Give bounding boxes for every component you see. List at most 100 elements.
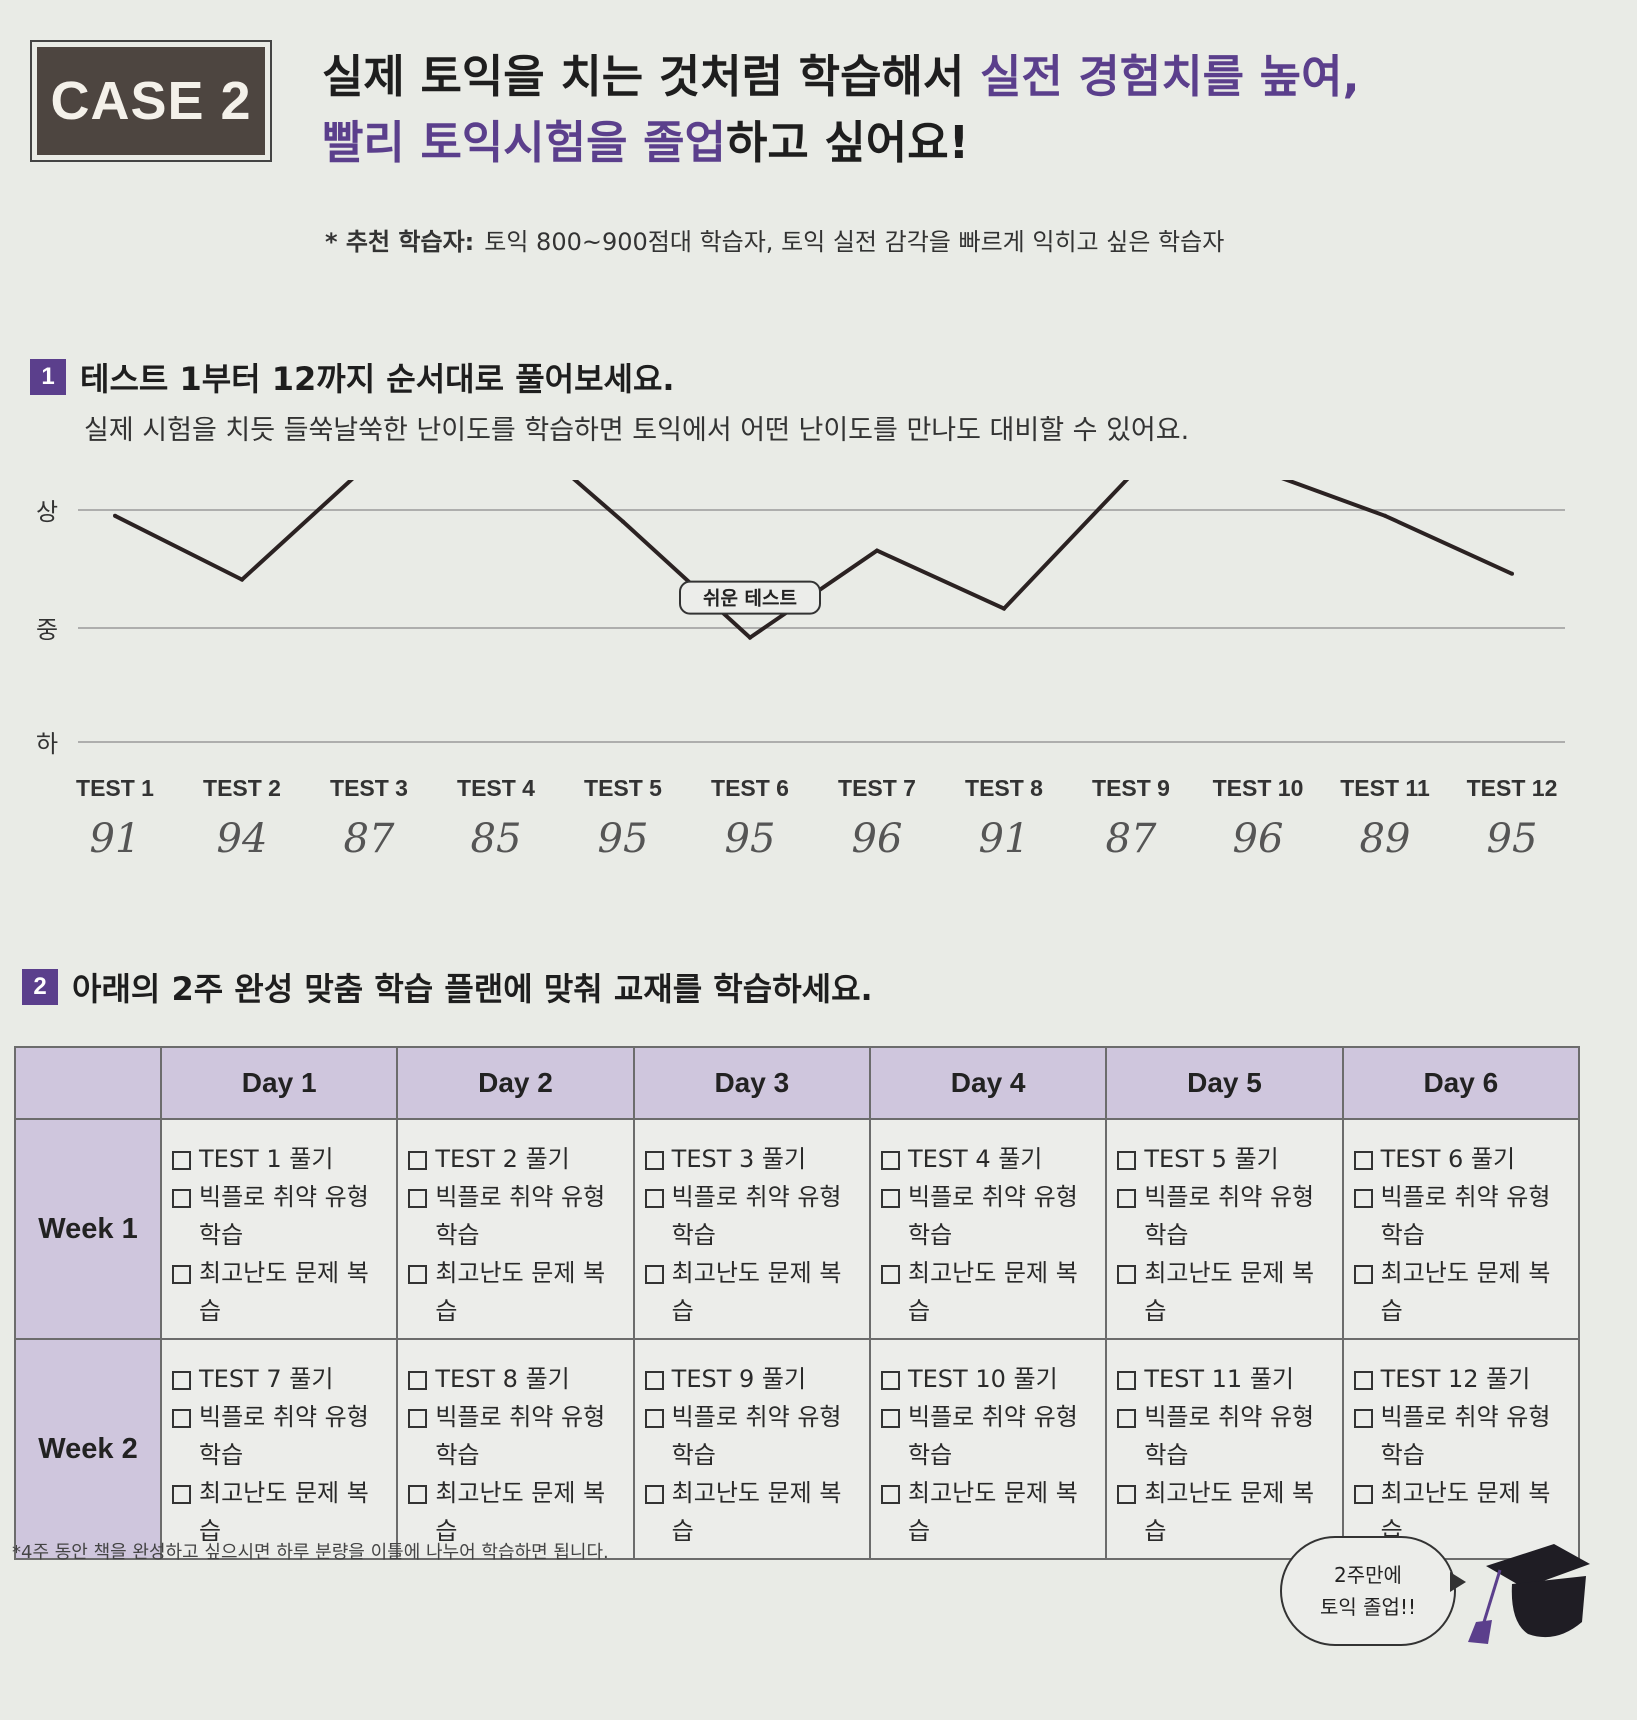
x-tick-label: TEST 8 [965, 775, 1043, 801]
task-checkbox[interactable] [644, 1151, 664, 1170]
week-label: Week 1 [14, 1118, 162, 1340]
task-checkbox[interactable] [172, 1151, 191, 1170]
task-item: TEST 7 풀기 [172, 1360, 390, 1398]
task-checkbox[interactable] [172, 1265, 191, 1284]
task-label: 빅플로 취약 유형 학습 [199, 1183, 369, 1249]
handwritten-score: 96 [852, 816, 903, 862]
task-checkbox[interactable] [880, 1151, 900, 1170]
handwritten-score: 87 [344, 816, 395, 862]
task-item: TEST 1 풀기 [172, 1140, 390, 1178]
task-checkbox[interactable] [644, 1371, 664, 1390]
section1-title: 테스트 1부터 12까지 순서대로 풀어보세요. [80, 360, 675, 398]
task-checkbox[interactable] [880, 1485, 900, 1504]
task-label: TEST 2 풀기 [435, 1145, 570, 1173]
task-item: 빅플로 취약 유형 학습 [644, 1398, 863, 1474]
task-checkbox[interactable] [408, 1371, 428, 1390]
task-checkbox[interactable] [172, 1189, 191, 1208]
data-point [875, 548, 879, 553]
task-label: 최고난도 문제 복습 [199, 1479, 369, 1545]
task-label: TEST 6 풀기 [1380, 1145, 1516, 1173]
task-item: 최고난도 문제 복습 [1117, 1254, 1335, 1330]
handwritten-score: 95 [725, 816, 776, 862]
task-label: 빅플로 취약 유형 학습 [1380, 1183, 1551, 1249]
task-checkbox[interactable] [1117, 1265, 1137, 1284]
task-item: 최고난도 문제 복습 [1353, 1254, 1572, 1330]
data-point [1383, 513, 1387, 518]
task-item: 빅플로 취약 유형 학습 [1353, 1398, 1572, 1474]
task-label: TEST 7 풀기 [199, 1365, 334, 1393]
task-item: 빅플로 취약 유형 학습 [408, 1398, 626, 1474]
task-checkbox[interactable] [1353, 1371, 1373, 1390]
headline-line2-b: 하고 싶어요! [725, 116, 970, 169]
task-item: 최고난도 문제 복습 [172, 1254, 390, 1330]
data-point [240, 577, 244, 582]
task-item: 최고난도 문제 복습 [880, 1254, 1099, 1330]
task-checkbox[interactable] [408, 1485, 428, 1504]
task-checkbox[interactable] [172, 1409, 191, 1428]
task-checkbox[interactable] [880, 1189, 900, 1208]
section1-heading: 1 테스트 1부터 12까지 순서대로 풀어보세요. [30, 354, 675, 400]
task-checkbox[interactable] [1353, 1189, 1373, 1208]
task-item: 최고난도 문제 복습 [644, 1474, 863, 1550]
task-label: 빅플로 취약 유형 학습 [199, 1403, 369, 1469]
task-checkbox[interactable] [1117, 1151, 1137, 1170]
task-checkbox[interactable] [880, 1265, 900, 1284]
task-checkbox[interactable] [408, 1151, 428, 1170]
task-checkbox[interactable] [1117, 1409, 1137, 1428]
task-checkbox[interactable] [1353, 1151, 1373, 1170]
task-checkbox[interactable] [1353, 1485, 1373, 1504]
x-tick-label: TEST 6 [711, 775, 789, 801]
handwritten-score: 91 [979, 816, 1030, 862]
bubble-line2: 토익 졸업!! [1320, 1595, 1416, 1619]
task-checkbox[interactable] [408, 1265, 428, 1284]
task-label: 빅플로 취약 유형 학습 [435, 1183, 606, 1249]
task-item: TEST 11 풀기 [1117, 1360, 1335, 1398]
task-checkbox[interactable] [1353, 1409, 1373, 1428]
plan-cell: TEST 10 풀기 빅플로 취약 유형 학습 최고난도 문제 복습 [868, 1338, 1108, 1560]
task-item: TEST 12 풀기 [1353, 1360, 1572, 1398]
task-checkbox[interactable] [1117, 1371, 1137, 1390]
section1-description: 실제 시험을 치듯 들쑥날쑥한 난이도를 학습하면 토익에서 어떤 난이도를 만… [84, 415, 1190, 446]
data-point [621, 519, 625, 524]
task-label: 최고난도 문제 복습 [907, 1259, 1078, 1325]
task-item: 빅플로 취약 유형 학습 [408, 1178, 626, 1254]
section2-heading: 2 아래의 2주 완성 맞춤 학습 플랜에 맞춰 교재를 학습하세요. [22, 964, 873, 1010]
task-label: TEST 10 풀기 [907, 1365, 1058, 1393]
x-tick-label: TEST 3 [330, 775, 408, 801]
task-item: 최고난도 문제 복습 [1117, 1474, 1335, 1550]
y-level-label: 하 [36, 730, 58, 758]
task-item: 빅플로 취약 유형 학습 [1353, 1178, 1572, 1254]
task-checkbox[interactable] [1117, 1189, 1137, 1208]
data-point [1510, 571, 1514, 576]
task-checkbox[interactable] [644, 1265, 664, 1284]
task-label: 최고난도 문제 복습 [907, 1479, 1078, 1545]
task-checkbox[interactable] [408, 1409, 428, 1428]
section2-number: 2 [22, 969, 58, 1005]
plan-cell: TEST 3 풀기 빅플로 취약 유형 학습 최고난도 문제 복습 [632, 1118, 871, 1340]
task-checkbox[interactable] [172, 1485, 191, 1504]
task-checkbox[interactable] [644, 1189, 664, 1208]
plan-cell: TEST 12 풀기 빅플로 취약 유형 학습 최고난도 문제 복습 [1341, 1338, 1581, 1560]
task-label: 최고난도 문제 복습 [435, 1479, 606, 1545]
task-label: 빅플로 취약 유형 학습 [1144, 1403, 1315, 1469]
plan-cell: TEST 4 풀기 빅플로 취약 유형 학습 최고난도 문제 복습 [868, 1118, 1108, 1340]
task-item: TEST 9 풀기 [644, 1360, 863, 1398]
headline-line1-a: 실제 토익을 치는 것처럼 학습해서 [322, 50, 980, 103]
task-checkbox[interactable] [644, 1485, 664, 1504]
task-checkbox[interactable] [1353, 1265, 1373, 1284]
task-item: 최고난도 문제 복습 [408, 1254, 626, 1330]
task-checkbox[interactable] [880, 1409, 900, 1428]
task-checkbox[interactable] [644, 1409, 664, 1428]
task-checkbox[interactable] [172, 1371, 191, 1390]
task-checkbox[interactable] [880, 1371, 900, 1390]
task-label: TEST 3 풀기 [671, 1145, 807, 1173]
task-label: TEST 12 풀기 [1380, 1365, 1531, 1393]
task-checkbox[interactable] [1117, 1485, 1137, 1504]
recommend-text: 토익 800~900점대 학습자, 토익 실전 감각을 빠르게 익히고 싶은 학… [484, 228, 1225, 256]
study-plan-table: Day 1 Day 2 Day 3 Day 4 Day 5 Day 6 Week 1 TES… [14, 1046, 1581, 1560]
task-label: 빅플로 취약 유형 학습 [435, 1403, 606, 1469]
task-checkbox[interactable] [408, 1189, 428, 1208]
